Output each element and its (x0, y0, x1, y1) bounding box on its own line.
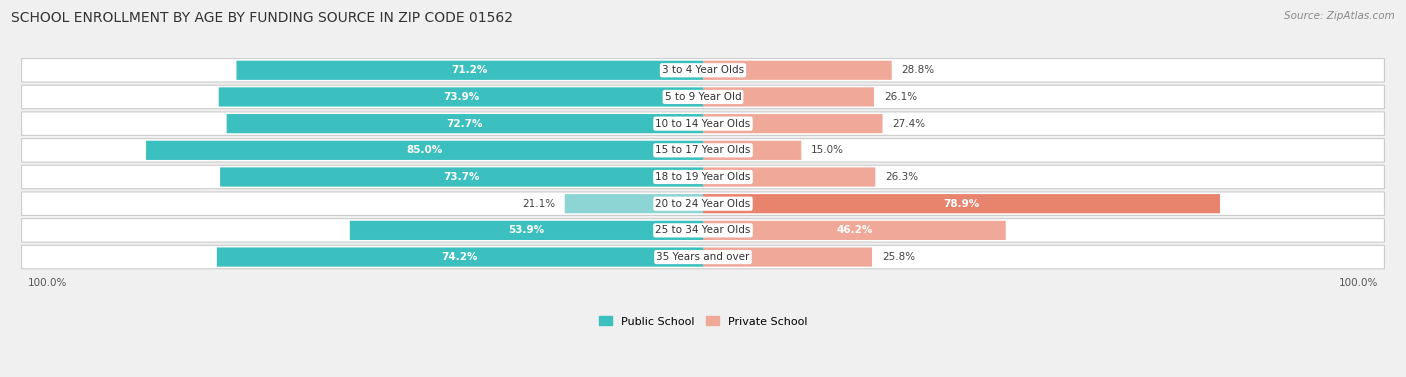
Text: 74.2%: 74.2% (441, 252, 478, 262)
Legend: Public School, Private School: Public School, Private School (599, 316, 807, 326)
Text: 72.7%: 72.7% (447, 119, 484, 129)
FancyBboxPatch shape (21, 192, 1385, 215)
Text: 10 to 14 Year Olds: 10 to 14 Year Olds (655, 119, 751, 129)
Text: 28.8%: 28.8% (901, 65, 935, 75)
Text: 73.7%: 73.7% (443, 172, 479, 182)
FancyBboxPatch shape (703, 141, 801, 160)
Text: 100.0%: 100.0% (1339, 278, 1378, 288)
FancyBboxPatch shape (703, 87, 875, 107)
FancyBboxPatch shape (21, 219, 1385, 242)
FancyBboxPatch shape (217, 247, 703, 267)
Text: 5 to 9 Year Old: 5 to 9 Year Old (665, 92, 741, 102)
FancyBboxPatch shape (703, 221, 1005, 240)
Text: 85.0%: 85.0% (406, 145, 443, 155)
Text: 26.3%: 26.3% (886, 172, 918, 182)
FancyBboxPatch shape (21, 58, 1385, 82)
FancyBboxPatch shape (21, 85, 1385, 109)
Text: 18 to 19 Year Olds: 18 to 19 Year Olds (655, 172, 751, 182)
FancyBboxPatch shape (21, 112, 1385, 135)
Text: 3 to 4 Year Olds: 3 to 4 Year Olds (662, 65, 744, 75)
FancyBboxPatch shape (146, 141, 703, 160)
FancyBboxPatch shape (226, 114, 703, 133)
FancyBboxPatch shape (236, 61, 703, 80)
FancyBboxPatch shape (221, 167, 703, 187)
Text: 26.1%: 26.1% (884, 92, 917, 102)
FancyBboxPatch shape (219, 87, 703, 107)
FancyBboxPatch shape (703, 167, 876, 187)
Text: 71.2%: 71.2% (451, 65, 488, 75)
FancyBboxPatch shape (703, 194, 1220, 213)
Text: 20 to 24 Year Olds: 20 to 24 Year Olds (655, 199, 751, 209)
Text: 46.2%: 46.2% (837, 225, 873, 235)
FancyBboxPatch shape (21, 165, 1385, 189)
Text: 21.1%: 21.1% (522, 199, 555, 209)
Text: Source: ZipAtlas.com: Source: ZipAtlas.com (1284, 11, 1395, 21)
FancyBboxPatch shape (703, 61, 891, 80)
Text: 78.9%: 78.9% (943, 199, 980, 209)
Text: 15.0%: 15.0% (811, 145, 844, 155)
Text: 100.0%: 100.0% (28, 278, 67, 288)
Text: 73.9%: 73.9% (443, 92, 479, 102)
FancyBboxPatch shape (703, 114, 883, 133)
Text: 53.9%: 53.9% (509, 225, 544, 235)
FancyBboxPatch shape (565, 194, 703, 213)
Text: 25.8%: 25.8% (882, 252, 915, 262)
FancyBboxPatch shape (21, 245, 1385, 269)
FancyBboxPatch shape (703, 247, 872, 267)
Text: 15 to 17 Year Olds: 15 to 17 Year Olds (655, 145, 751, 155)
Text: 25 to 34 Year Olds: 25 to 34 Year Olds (655, 225, 751, 235)
FancyBboxPatch shape (21, 139, 1385, 162)
Text: 35 Years and over: 35 Years and over (657, 252, 749, 262)
FancyBboxPatch shape (350, 221, 703, 240)
Text: 27.4%: 27.4% (893, 119, 925, 129)
Text: SCHOOL ENROLLMENT BY AGE BY FUNDING SOURCE IN ZIP CODE 01562: SCHOOL ENROLLMENT BY AGE BY FUNDING SOUR… (11, 11, 513, 25)
